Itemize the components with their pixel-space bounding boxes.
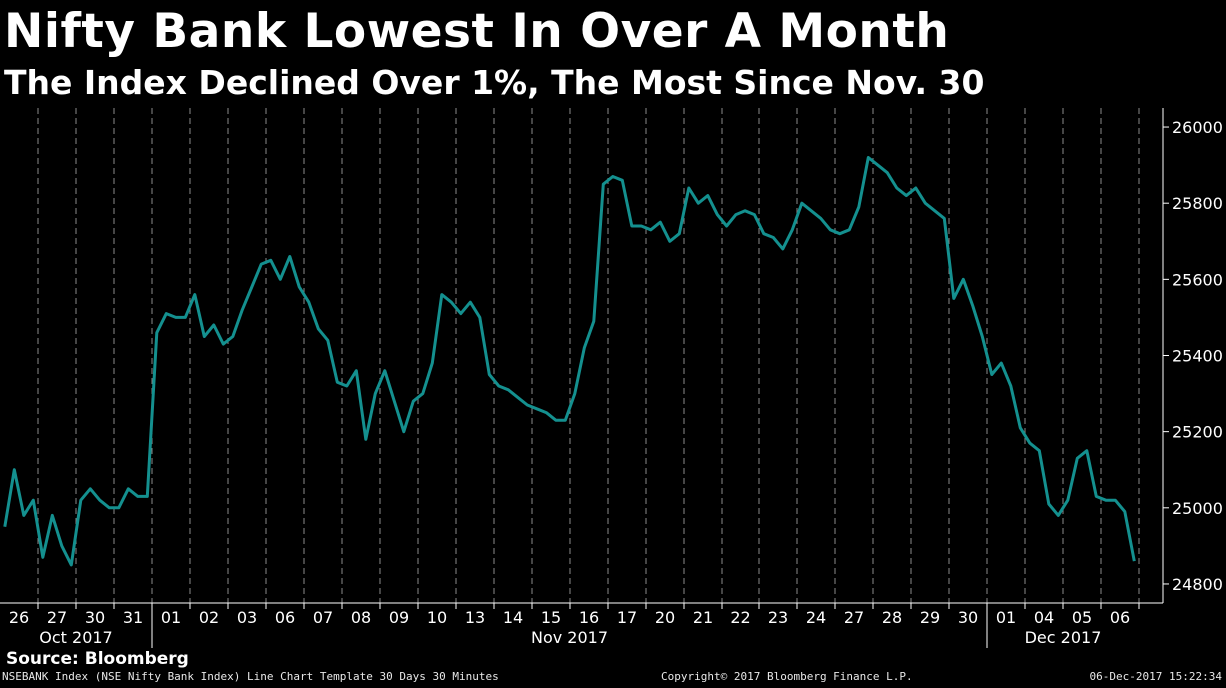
chart-subtitle: The Index Declined Over 1%, The Most Sin… — [4, 63, 985, 102]
line-chart: 24800 25000 25200 25400 25600 25800 26000 26 27 3… — [0, 108, 1223, 648]
y-tick-label: 25000 — [1172, 499, 1223, 518]
x-tick-label: 01 — [996, 608, 1016, 627]
x-tick-label: 06 — [275, 608, 295, 627]
x-tick-label: 22 — [730, 608, 750, 627]
x-tick-label: 10 — [427, 608, 447, 627]
chart-title: Nifty Bank Lowest In Over A Month — [4, 4, 950, 59]
x-tick-label: 24 — [806, 608, 826, 627]
y-tick-label: 24800 — [1172, 575, 1223, 594]
x-tick-label: 31 — [123, 608, 143, 627]
x-tick-label: 08 — [351, 608, 371, 627]
x-tick-label: 21 — [693, 608, 713, 627]
y-tick-label: 26000 — [1172, 118, 1223, 137]
footer-description: NSEBANK Index (NSE Nifty Bank Index) Lin… — [2, 670, 499, 683]
month-label: Dec 2017 — [1025, 628, 1102, 647]
x-tick-label: 04 — [1034, 608, 1054, 627]
x-tick-label: 20 — [655, 608, 675, 627]
x-tick-label: 30 — [958, 608, 978, 627]
footer-copyright: Copyright© 2017 Bloomberg Finance L.P. — [661, 670, 913, 683]
x-tick-label: 27 — [844, 608, 864, 627]
footer-timestamp: 06-Dec-2017 15:22:34 — [1089, 670, 1222, 683]
y-tick-label: 25400 — [1172, 347, 1223, 366]
x-tick-label: 13 — [465, 608, 485, 627]
x-tick-label: 15 — [541, 608, 561, 627]
x-tick-label: 05 — [1072, 608, 1092, 627]
x-tick-label: 16 — [579, 608, 599, 627]
x-tick-label: 26 — [9, 608, 29, 627]
source-note: Source: Bloomberg — [6, 649, 189, 669]
y-tick-label: 25600 — [1172, 270, 1223, 289]
x-tick-label: 09 — [389, 608, 409, 627]
x-tick-label: 06 — [1110, 608, 1130, 627]
x-tick-label: 23 — [768, 608, 788, 627]
x-tick-label: 07 — [313, 608, 333, 627]
x-tick-label: 29 — [920, 608, 940, 627]
x-tick-label: 27 — [47, 608, 67, 627]
month-label: Nov 2017 — [531, 628, 608, 647]
x-tick-label: 17 — [617, 608, 637, 627]
x-tick-label: 30 — [85, 608, 105, 627]
x-tick-label: 01 — [161, 608, 181, 627]
series-line-nsebank — [3, 156, 1136, 567]
x-tick-label: 14 — [503, 608, 523, 627]
y-tick-label: 25200 — [1172, 423, 1223, 442]
x-tick-label: 03 — [237, 608, 257, 627]
month-label: Oct 2017 — [39, 628, 112, 647]
x-tick-label: 02 — [199, 608, 219, 627]
x-tick-label: 28 — [882, 608, 902, 627]
y-tick-label: 25800 — [1172, 194, 1223, 213]
